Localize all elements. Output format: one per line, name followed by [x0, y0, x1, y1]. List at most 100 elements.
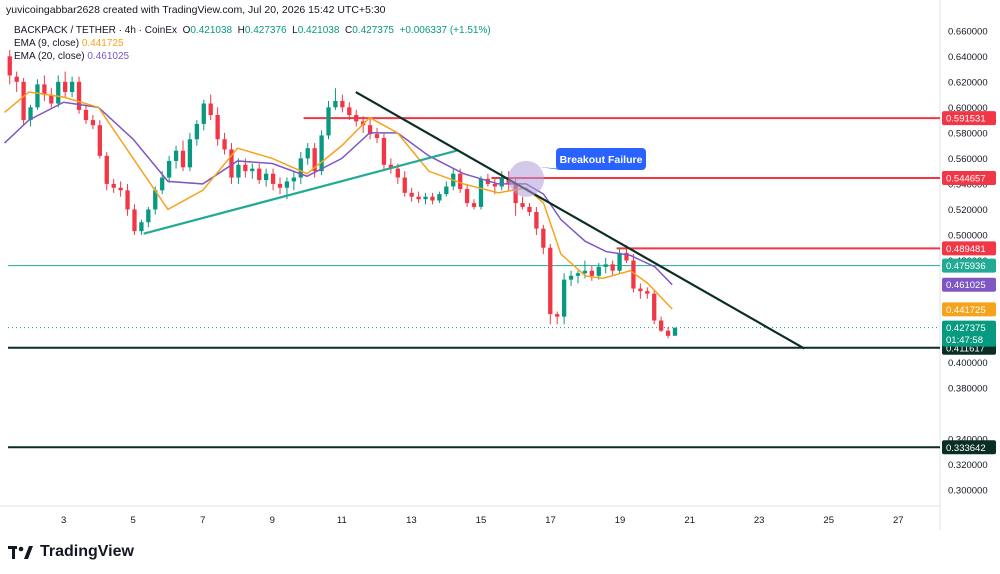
- level-price-tag-bg: [942, 241, 996, 256]
- bar-countdown: 01:47:58: [946, 335, 983, 346]
- candle-body: [111, 183, 116, 188]
- tradingview-logo-icon[interactable]: [8, 544, 34, 560]
- candle-body: [430, 196, 435, 201]
- candle-body: [624, 252, 629, 261]
- ema20-legend-label[interactable]: EMA (20, close): [14, 51, 85, 62]
- ohlc-l-label: L: [292, 25, 298, 36]
- ema20-legend-value: 0.461025: [87, 51, 130, 62]
- candle-body: [21, 81, 26, 121]
- candle-body: [146, 209, 151, 223]
- candle-body: [222, 139, 227, 150]
- level-price-tag-bg: [942, 170, 996, 185]
- candle-body: [243, 164, 248, 172]
- candle-body: [527, 206, 532, 212]
- candle-body: [56, 81, 61, 104]
- y-tick-label: 0.380000: [948, 384, 988, 395]
- candle-body: [42, 84, 47, 95]
- candle-body: [49, 94, 54, 104]
- candle-body: [610, 264, 615, 271]
- candle-body: [589, 270, 594, 276]
- y-tick-label: 0.320000: [948, 460, 988, 471]
- candle-body: [513, 183, 518, 204]
- candle-body: [347, 107, 352, 115]
- level-price-tag: 0.411617: [946, 343, 985, 354]
- y-tick-label: 0.660000: [948, 26, 988, 37]
- candle-body: [14, 76, 19, 82]
- candle-body: [575, 273, 581, 276]
- candle-body: [444, 186, 449, 195]
- candle-body: [409, 192, 414, 197]
- y-tick-label: 0.400000: [948, 358, 988, 369]
- candle-body: [63, 81, 68, 93]
- candle-body: [631, 260, 636, 289]
- tradingview-brand[interactable]: TradingView: [40, 543, 134, 560]
- candle-body: [326, 107, 331, 136]
- candle-body: [90, 120, 96, 126]
- ohlc-open: 0.421038: [190, 25, 233, 36]
- ohlc-change: +0.006337 (+1.51%): [399, 25, 491, 36]
- x-tick-label: 21: [684, 515, 695, 526]
- ema9-legend-value: 0.441725: [81, 38, 124, 49]
- ema9-price-tag-bg: [942, 302, 996, 317]
- candle-body: [555, 314, 560, 317]
- candle-body: [118, 187, 123, 191]
- candle-body: [257, 168, 262, 181]
- candle-body: [541, 228, 546, 248]
- candle-body: [125, 190, 130, 210]
- y-tick-label: 0.340000: [948, 435, 988, 446]
- symbol-label[interactable]: BACKPACK / TETHER · 4h · CoinEx: [14, 25, 178, 36]
- level-price-tag: 0.489481: [946, 244, 986, 255]
- candle-body: [153, 190, 158, 210]
- candle-body: [97, 125, 102, 156]
- candle-body: [672, 327, 678, 336]
- candle-body: [291, 177, 297, 182]
- x-tick-label: 23: [754, 515, 765, 526]
- y-tick-label: 0.560000: [948, 154, 988, 165]
- candle-body: [35, 84, 40, 108]
- callout-text: Breakout Failure: [560, 154, 643, 166]
- candle-body: [298, 158, 303, 178]
- candle-body: [561, 279, 567, 317]
- candle-body: [180, 150, 186, 168]
- level-price-tag: 0.544657: [946, 173, 986, 184]
- level-price-tag-bg: [942, 111, 996, 126]
- candle-body: [464, 189, 470, 204]
- level-price-tag-bg: [942, 440, 996, 455]
- candle-body: [319, 135, 324, 172]
- x-tick-label: 5: [131, 515, 136, 526]
- candle-body: [340, 100, 345, 108]
- candle-body: [7, 56, 12, 76]
- level-price-tag: 0.333642: [946, 443, 986, 454]
- ohlc-close: 0.427375: [352, 25, 394, 36]
- price-chart[interactable]: 0.300000 0.320000 0.340000 0.380000 0.400000…: [0, 0, 1000, 540]
- level-price-tag-bg: [942, 258, 996, 273]
- candle-body: [388, 164, 394, 169]
- candle-body: [548, 247, 553, 315]
- candle-body: [166, 160, 172, 178]
- candle-body: [229, 149, 234, 178]
- candle-body: [173, 150, 179, 161]
- candle-body: [312, 148, 317, 172]
- candle-body: [381, 137, 387, 165]
- x-tick-label: 13: [406, 515, 417, 526]
- candle-body: [458, 173, 463, 190]
- x-tick-label: 27: [893, 515, 904, 526]
- candle-body: [194, 123, 199, 140]
- ohlc-c-label: C: [345, 25, 353, 36]
- ema9-line: [4, 91, 673, 310]
- candle-body: [333, 100, 338, 108]
- y-tick-label: 0.580000: [948, 128, 988, 139]
- y-tick-label: 0.520000: [948, 205, 988, 216]
- candle-body: [665, 330, 671, 336]
- last-price-tag: 0.427375: [946, 323, 986, 334]
- candle-body: [354, 115, 359, 122]
- y-tick-label: 0.620000: [948, 77, 988, 88]
- ema9-legend-label[interactable]: EMA (9, close): [14, 38, 80, 49]
- candle-body: [69, 81, 75, 93]
- y-tick-label: 0.300000: [948, 486, 988, 497]
- x-tick-label: 19: [615, 515, 626, 526]
- ohlc-low: 0.421038: [297, 25, 340, 36]
- ema20-price-tag: 0.461025: [946, 280, 986, 291]
- candle-body: [437, 194, 442, 201]
- candle-body: [284, 181, 290, 188]
